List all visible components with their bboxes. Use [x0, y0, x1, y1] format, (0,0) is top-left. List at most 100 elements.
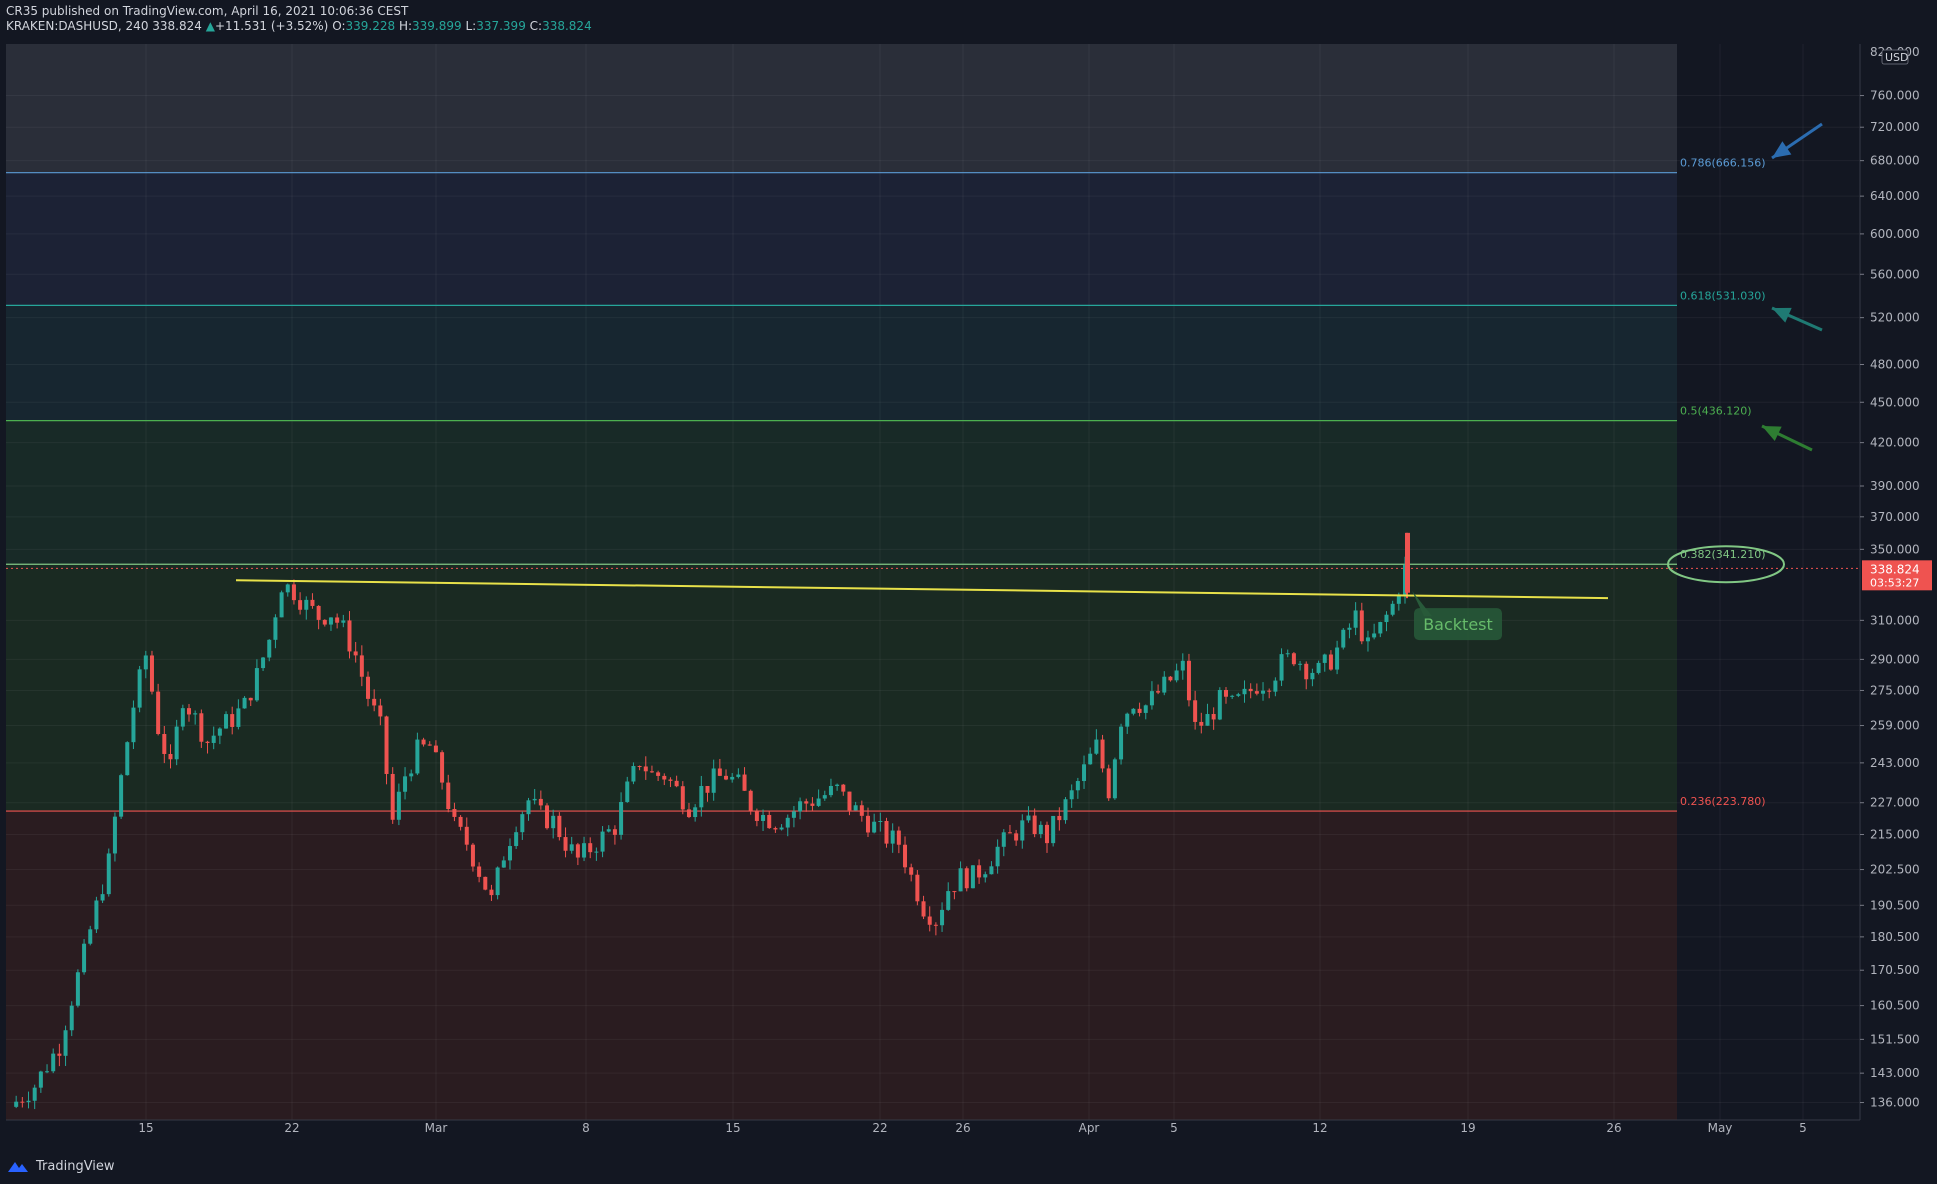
candle-body — [26, 1100, 31, 1103]
time-tick-label: 15 — [138, 1121, 153, 1135]
fib-band — [6, 172, 1677, 306]
price-tick-label: 227.000 — [1870, 796, 1920, 810]
candle-body — [1328, 654, 1333, 670]
candle-body — [890, 830, 895, 844]
candle-body — [384, 716, 389, 774]
price-tick-label: 370.000 — [1870, 510, 1920, 524]
candle-body — [1390, 603, 1395, 615]
candle-body — [1353, 610, 1358, 628]
candle-body — [538, 798, 543, 806]
candle-body — [1304, 663, 1309, 680]
candle-body — [100, 894, 105, 901]
price-tick-label: 190.500 — [1870, 898, 1920, 912]
candle-body — [1335, 647, 1340, 670]
candle-body — [501, 860, 506, 868]
candle-body — [545, 805, 550, 829]
price-axis[interactable]: 760.000 720.000 680.000 640.000 600.000 560.0… — [1859, 44, 1932, 1120]
time-axis[interactable]: 15 22 Mar 8 15 22 26 Apr 5 12 19 26 May 5 — [6, 1119, 1860, 1135]
candle-body — [82, 943, 87, 973]
arrow-786-icon-head — [1772, 141, 1792, 158]
candle-body — [940, 909, 945, 926]
candle-body — [717, 768, 722, 776]
fib-band — [6, 305, 1677, 421]
candle-body — [452, 809, 457, 817]
candle-body — [45, 1071, 50, 1073]
candle-body — [588, 843, 593, 853]
candle-body — [872, 821, 877, 833]
candle-body — [612, 829, 617, 835]
time-tick-label: Apr — [1079, 1121, 1100, 1135]
candle-body — [563, 837, 568, 851]
candle-body — [32, 1087, 37, 1101]
candle-body — [285, 584, 290, 593]
candle-body — [298, 600, 303, 610]
candle-body — [724, 775, 729, 780]
candle-body — [507, 846, 512, 861]
grid-lines — [6, 44, 1860, 1120]
candle-body — [131, 707, 136, 743]
price-tick-label: 170.500 — [1870, 963, 1920, 977]
callout-box — [1414, 608, 1502, 641]
candle-body — [1378, 622, 1383, 634]
candle-body — [779, 827, 784, 830]
time-tick-label: 26 — [1606, 1121, 1621, 1135]
open-value: 339.228 — [345, 19, 396, 33]
candle-body — [1137, 708, 1142, 713]
candle-body — [1119, 726, 1124, 760]
candle-body — [705, 785, 710, 793]
candle-body — [1273, 680, 1278, 692]
candle-body — [433, 745, 438, 753]
low-value: 337.399 — [476, 19, 526, 33]
candle-body — [143, 655, 148, 670]
candle-body — [88, 929, 93, 944]
candle-body — [353, 651, 358, 656]
last-price: 338.824 — [152, 19, 202, 33]
candle-body — [1088, 753, 1093, 765]
candle-body — [366, 676, 371, 699]
candle-body — [267, 639, 272, 658]
brand-label: TradingView — [36, 1158, 115, 1174]
candle-body — [168, 753, 173, 760]
fib-label: 0.618(531.030) — [1680, 289, 1766, 302]
last-price-badge-value: 338.824 — [1870, 562, 1920, 576]
candle-body — [20, 1101, 25, 1103]
candle-body — [847, 791, 852, 811]
candle-body — [409, 773, 414, 777]
candle-body — [909, 867, 914, 875]
candle-body — [1279, 654, 1284, 681]
countdown-label: 03:53:27 — [1870, 576, 1919, 589]
candle-body — [279, 592, 284, 618]
candle-body — [440, 752, 445, 783]
candle-body — [174, 726, 179, 760]
candle-body — [995, 846, 1000, 867]
candle-body — [575, 844, 580, 858]
candle-body — [915, 874, 920, 902]
candle-body — [921, 901, 926, 917]
open-label: O: — [332, 19, 346, 33]
candle-body — [643, 766, 648, 772]
candle-body — [730, 776, 735, 780]
price-tick-label: 720.000 — [1870, 120, 1920, 134]
candle-body — [1359, 610, 1364, 642]
candle-body — [248, 697, 253, 701]
candle-body — [205, 741, 210, 743]
candle-body — [1156, 691, 1161, 693]
candle-body — [149, 655, 154, 692]
time-tick-label: 12 — [1312, 1121, 1327, 1135]
candle-body — [946, 891, 951, 910]
close-label: C: — [529, 19, 543, 33]
symbol-label[interactable]: KRAKEN:DASHUSD, 240 — [6, 19, 149, 33]
price-tick-label: 243.000 — [1870, 756, 1920, 770]
candle-body — [273, 617, 278, 640]
candle-body — [1267, 690, 1272, 692]
candle-body — [532, 798, 537, 801]
candle-body — [1186, 660, 1191, 701]
candle-body — [94, 900, 99, 930]
candle-body — [69, 1005, 74, 1031]
candle-body — [767, 814, 772, 829]
fib-band — [6, 44, 1677, 173]
price-tick-label: 310.000 — [1870, 613, 1920, 627]
candle-body — [1211, 714, 1216, 720]
publisher-line: CR35 published on TradingView.com, April… — [6, 4, 409, 18]
